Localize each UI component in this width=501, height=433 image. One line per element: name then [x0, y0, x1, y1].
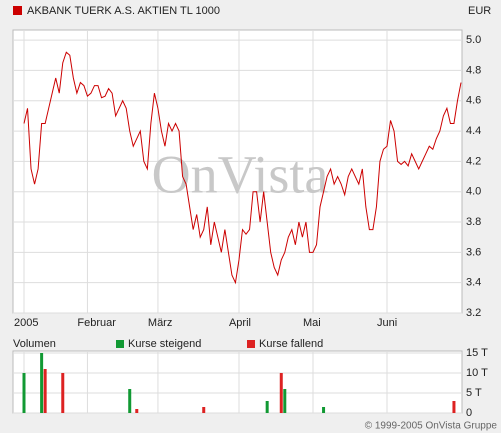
- x-tick-label: Juni: [377, 317, 397, 329]
- legend-label: AKBANK TUERK A.S. AKTIEN TL 1000: [27, 5, 220, 17]
- volume-title: Volumen: [13, 338, 56, 350]
- volume-bar: [135, 409, 139, 413]
- volume-bar: [61, 373, 65, 413]
- price-line: [23, 51, 462, 285]
- y-tick-label: 3.6: [466, 246, 481, 258]
- y-tick-label: 3.8: [466, 216, 481, 228]
- volume-bar: [40, 353, 44, 413]
- x-tick-label: April: [229, 317, 251, 329]
- legend-swatch: [13, 6, 22, 15]
- x-tick-label: 2005: [14, 317, 38, 329]
- y-tick-label: 4.8: [466, 64, 481, 76]
- volume-bar: [43, 369, 47, 413]
- legend-label: Kurse fallend: [259, 338, 323, 350]
- y-tick-label: 4.4: [466, 125, 481, 137]
- volume-bar: [22, 373, 26, 413]
- y-tick-label: 4.6: [466, 95, 481, 107]
- y-tick-label: 15 T: [466, 347, 488, 359]
- x-tick-label: Februar: [77, 317, 116, 329]
- volume-bar: [322, 407, 326, 413]
- x-tick-label: März: [148, 317, 172, 329]
- legend-label: Kurse steigend: [128, 338, 201, 350]
- volume-bar: [202, 407, 206, 413]
- volume-bar: [279, 373, 283, 413]
- volume-panel: [12, 350, 463, 414]
- legend-swatch: [247, 340, 255, 348]
- volume-bar: [265, 401, 269, 413]
- y-tick-label: 4.0: [466, 186, 481, 198]
- legend-swatch: [116, 340, 124, 348]
- y-tick-label: 3.2: [466, 307, 481, 319]
- volume-bar: [283, 389, 287, 413]
- y-tick-label: 3.4: [466, 277, 481, 289]
- y-tick-label: 0: [466, 407, 472, 419]
- volume-bar: [128, 389, 132, 413]
- source: © 1999-2005 OnVista Gruppe: [365, 421, 498, 432]
- y-tick-label: 5 T: [466, 387, 482, 399]
- y-tick-label: 5.0: [466, 34, 481, 46]
- y-tick-label: 10 T: [466, 367, 488, 379]
- currency: EUR: [468, 5, 491, 17]
- x-tick-label: Mai: [303, 317, 321, 329]
- y-tick-label: 4.2: [466, 155, 481, 167]
- volume-bar: [452, 401, 456, 413]
- watermark: OnVista: [152, 144, 329, 204]
